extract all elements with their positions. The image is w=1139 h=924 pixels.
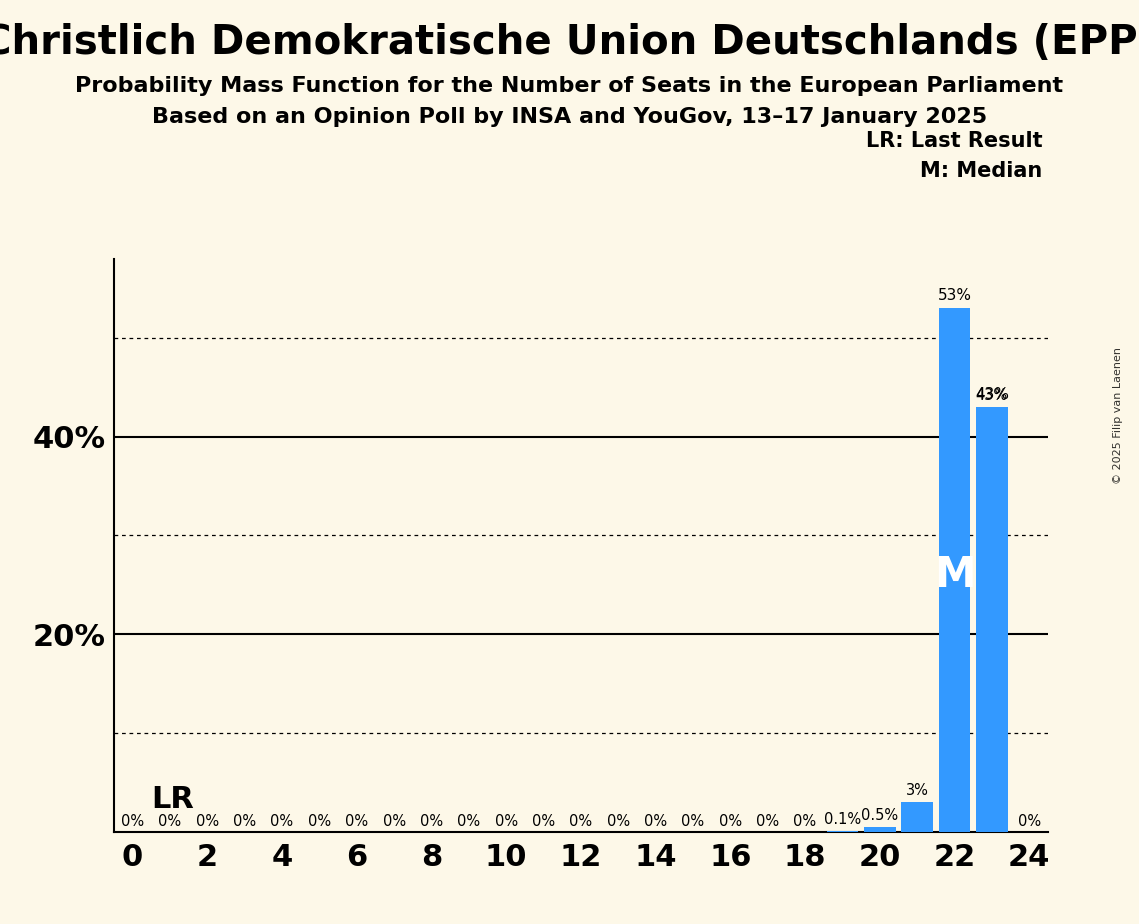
Text: LR: LR [151,784,194,814]
Text: 0%: 0% [794,814,817,829]
Text: 0.1%: 0.1% [823,811,861,827]
Text: 0%: 0% [158,814,181,829]
Bar [939,308,970,832]
Text: 0%: 0% [644,814,667,829]
Text: M: M [934,553,975,596]
Bar [863,827,895,832]
Text: 0.5%: 0.5% [861,808,899,822]
Text: 43%: 43% [975,387,1009,402]
Text: 0%: 0% [457,814,481,829]
Text: 3%: 3% [906,783,928,798]
Text: 0%: 0% [681,814,705,829]
Text: 0%: 0% [121,814,145,829]
Text: 43%: 43% [976,388,1008,403]
Text: 0%: 0% [532,814,555,829]
Text: 0%: 0% [494,814,518,829]
Text: 0%: 0% [420,814,443,829]
Text: Probability Mass Function for the Number of Seats in the European Parliament: Probability Mass Function for the Number… [75,76,1064,96]
Text: Based on an Opinion Poll by INSA and YouGov, 13–17 January 2025: Based on an Opinion Poll by INSA and You… [151,107,988,128]
Text: 0%: 0% [719,814,741,829]
Text: 0%: 0% [607,814,630,829]
Bar [901,802,933,832]
Text: 53%: 53% [937,288,972,303]
Bar [827,831,859,832]
Text: © 2025 Filip van Laenen: © 2025 Filip van Laenen [1114,347,1123,484]
Text: LR: Last Result: LR: Last Result [866,131,1042,152]
Text: 0%: 0% [196,814,219,829]
Text: 0%: 0% [756,814,779,829]
Text: Christlich Demokratische Union Deutschlands (EPP): Christlich Demokratische Union Deutschla… [0,23,1139,63]
Bar [976,407,1008,832]
Text: 0%: 0% [270,814,294,829]
Text: M: Median: M: Median [920,161,1042,181]
Text: 0%: 0% [345,814,368,829]
Text: 0%: 0% [570,814,592,829]
Text: 0%: 0% [383,814,405,829]
Text: 0%: 0% [233,814,256,829]
Text: 0%: 0% [1017,814,1041,829]
Text: 0%: 0% [308,814,331,829]
